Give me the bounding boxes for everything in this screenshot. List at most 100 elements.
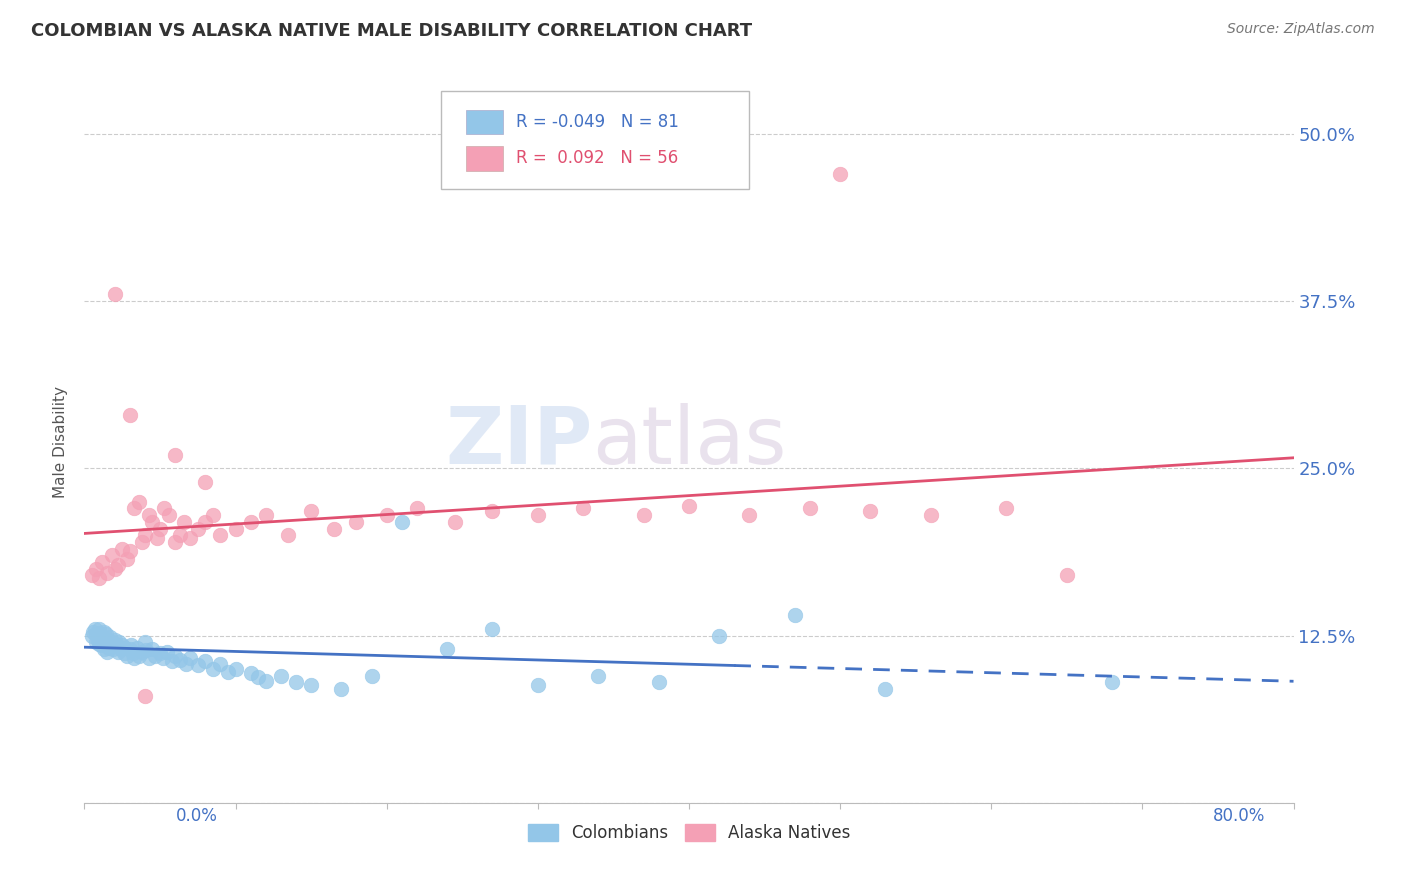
Point [194, 475, 217, 489]
Point [93, 642, 115, 657]
Point [346, 515, 368, 529]
Point [89, 637, 111, 651]
Point [127, 640, 149, 655]
Point [134, 528, 156, 542]
Point [82, 624, 104, 639]
Point [588, 669, 610, 683]
Point [91, 632, 114, 646]
Point [201, 662, 224, 676]
Point [1056, 568, 1078, 582]
Point [481, 504, 503, 518]
Point [90, 633, 112, 648]
Point [118, 642, 141, 657]
Point [122, 651, 145, 665]
Point [104, 287, 127, 301]
Point [209, 528, 232, 542]
Point [875, 681, 897, 696]
Point [285, 675, 308, 690]
Point [100, 548, 122, 563]
Point [115, 552, 138, 566]
Point [115, 648, 138, 663]
Point [89, 630, 111, 644]
Point [995, 501, 1018, 516]
Point [799, 501, 821, 516]
Text: 80.0%: 80.0% [1213, 807, 1265, 825]
Point [299, 678, 322, 692]
Point [173, 515, 195, 529]
Point [391, 515, 413, 529]
Point [118, 544, 141, 558]
Text: 0.0%: 0.0% [176, 807, 218, 825]
Point [277, 528, 299, 542]
Point [101, 642, 124, 657]
Point [156, 644, 179, 658]
Point [96, 637, 118, 651]
Point [108, 635, 131, 649]
Point [112, 646, 135, 660]
Point [131, 644, 153, 658]
Point [225, 662, 247, 676]
Text: R = -0.049   N = 81: R = -0.049 N = 81 [516, 113, 679, 131]
Point [86, 635, 108, 649]
Point [160, 654, 183, 668]
Point [830, 167, 852, 181]
Point [783, 608, 806, 623]
Point [135, 643, 157, 657]
Point [87, 632, 110, 647]
Point [247, 670, 270, 684]
Point [299, 504, 322, 518]
Point [97, 640, 120, 655]
Point [443, 515, 465, 529]
Point [436, 642, 458, 657]
Point [118, 408, 141, 422]
Point [94, 632, 117, 647]
Point [134, 635, 156, 649]
Point [187, 658, 209, 673]
Point [90, 638, 112, 652]
Point [169, 528, 191, 542]
Point [225, 521, 247, 535]
Point [96, 644, 118, 658]
Point [187, 521, 209, 535]
Point [201, 508, 224, 523]
Point [406, 501, 429, 516]
Text: R =  0.092   N = 56: R = 0.092 N = 56 [516, 149, 678, 168]
Point [633, 508, 655, 523]
Point [93, 624, 115, 639]
Text: Source: ZipAtlas.com: Source: ZipAtlas.com [1227, 22, 1375, 37]
Point [217, 665, 239, 679]
Point [153, 501, 176, 516]
Point [89, 622, 111, 636]
Point [174, 657, 197, 671]
Point [104, 639, 127, 653]
Point [141, 515, 163, 529]
FancyBboxPatch shape [467, 110, 503, 135]
Point [330, 681, 353, 696]
Point [481, 622, 503, 636]
Point [375, 508, 398, 523]
Point [194, 654, 217, 668]
Point [114, 640, 136, 655]
Point [165, 648, 187, 663]
Point [138, 651, 160, 665]
Point [122, 501, 145, 516]
Point [239, 665, 262, 680]
Point [91, 555, 114, 569]
Point [157, 508, 180, 523]
Point [678, 499, 700, 513]
Point [98, 630, 121, 644]
Point [254, 674, 277, 689]
Point [254, 508, 277, 523]
Point [134, 689, 156, 703]
Point [107, 558, 129, 572]
Point [648, 675, 671, 690]
Point [104, 632, 127, 647]
Point [86, 627, 108, 641]
Legend: Colombians, Alaska Natives: Colombians, Alaska Natives [520, 817, 858, 848]
Point [107, 644, 129, 658]
Point [96, 566, 118, 580]
FancyBboxPatch shape [441, 91, 749, 189]
Point [165, 448, 187, 462]
Point [128, 648, 150, 663]
Point [146, 531, 169, 545]
